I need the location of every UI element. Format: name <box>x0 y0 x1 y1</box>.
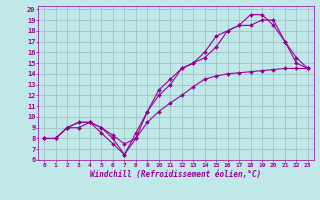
X-axis label: Windchill (Refroidissement éolien,°C): Windchill (Refroidissement éolien,°C) <box>91 170 261 179</box>
